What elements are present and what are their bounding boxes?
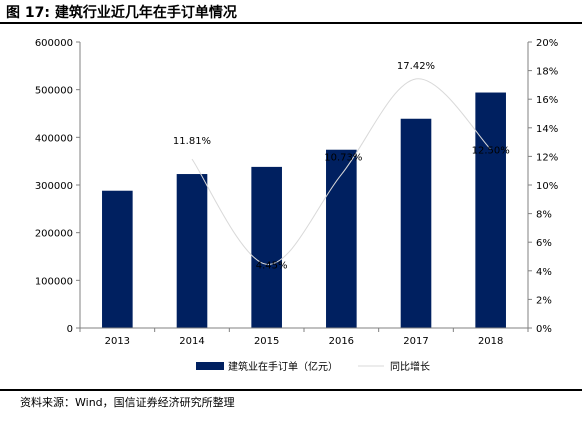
x-tick-label: 2017 bbox=[403, 336, 428, 347]
bar bbox=[326, 149, 357, 328]
y-right-tick-label: 16% bbox=[536, 95, 558, 106]
y-left-axis: 0 100000 200000 300000 400000 500000 600000 bbox=[35, 38, 81, 335]
y-right-tick-label: 4% bbox=[536, 267, 552, 278]
y-right-tick-label: 12% bbox=[536, 152, 558, 163]
title-rule bbox=[0, 22, 582, 24]
y-left-tick-label: 500000 bbox=[35, 86, 73, 97]
bar bbox=[102, 190, 133, 328]
legend-line-label: 同比增长 bbox=[390, 360, 430, 373]
y-left-tick-label: 600000 bbox=[35, 38, 73, 49]
data-label: 12.50% bbox=[472, 145, 510, 156]
y-left-tick-label: 200000 bbox=[35, 229, 73, 240]
y-right-tick-label: 0% bbox=[536, 324, 552, 335]
growth-line-layer: 11.81% 4.45% 10.73% 17.42% 12.50% bbox=[173, 61, 510, 271]
figure-title: 图 17: 建筑行业近几年在手订单情况 bbox=[6, 5, 237, 21]
y-right-tick-label: 20% bbox=[536, 38, 558, 49]
legend-bar-label: 建筑业在手订单（亿元） bbox=[228, 360, 338, 373]
y-right-tick-label: 10% bbox=[536, 181, 558, 192]
y-right-tick-label: 18% bbox=[536, 67, 558, 78]
bars bbox=[102, 92, 506, 328]
bar bbox=[475, 92, 506, 328]
data-label: 10.73% bbox=[324, 153, 362, 164]
source-rule bbox=[0, 389, 582, 391]
x-tick-label: 2018 bbox=[478, 336, 503, 347]
y-left-tick-label: 100000 bbox=[35, 276, 73, 287]
data-label: 17.42% bbox=[397, 61, 435, 72]
legend-bar-swatch bbox=[196, 362, 224, 370]
x-tick-label: 2014 bbox=[179, 336, 204, 347]
y-left-tick-label: 300000 bbox=[35, 181, 73, 192]
data-label: 4.45% bbox=[256, 260, 288, 271]
y-left-tick-label: 0 bbox=[67, 324, 73, 335]
x-tick-label: 2013 bbox=[105, 336, 130, 347]
bar bbox=[251, 166, 282, 328]
data-label: 11.81% bbox=[173, 136, 211, 147]
source-note: 资料来源：Wind，国信证券经济研究所整理 bbox=[20, 396, 235, 409]
x-tick-label: 2016 bbox=[329, 336, 354, 347]
growth-line bbox=[191, 78, 492, 265]
y-right-tick-label: 2% bbox=[536, 295, 552, 306]
x-axis: 2013 2014 2015 2016 2017 2018 bbox=[79, 327, 529, 347]
bar bbox=[176, 174, 208, 328]
bar bbox=[400, 118, 432, 328]
y-left-tick-label: 400000 bbox=[35, 133, 73, 144]
y-right-tick-label: 14% bbox=[536, 124, 558, 135]
y-right-tick-label: 8% bbox=[536, 210, 552, 221]
y-right-axis: 0% 2% 4% 6% 8% 10% 12% 14% 16% 18% 20% bbox=[527, 38, 558, 335]
y-right-tick-label: 6% bbox=[536, 238, 552, 249]
legend: 建筑业在手订单（亿元） 同比增长 bbox=[196, 360, 430, 373]
x-tick-label: 2015 bbox=[254, 336, 279, 347]
